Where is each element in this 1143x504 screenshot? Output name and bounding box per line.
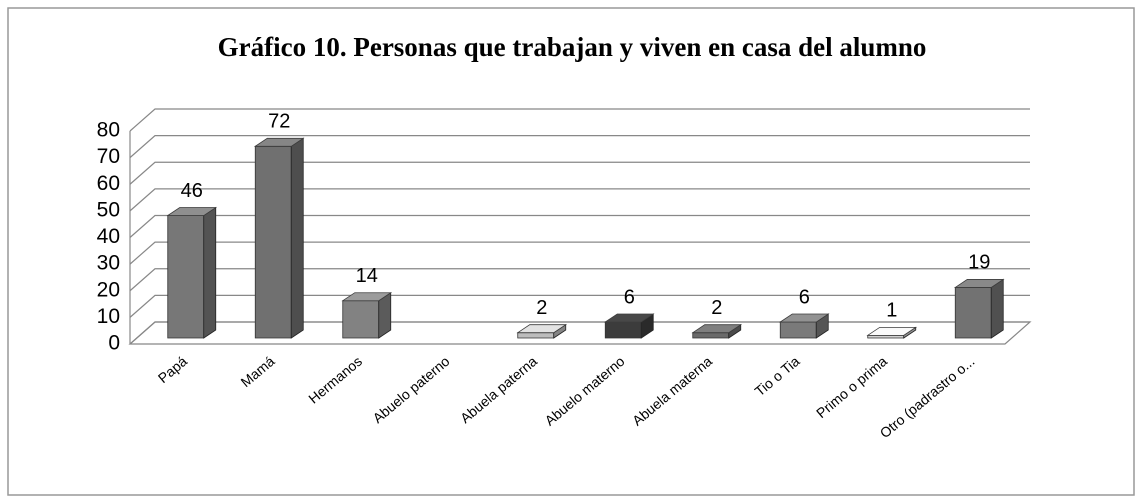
bar-front xyxy=(779,321,817,339)
y-tick-label: 50 xyxy=(97,198,120,221)
value-label: 6 xyxy=(624,286,635,308)
bar xyxy=(341,291,393,339)
grid-line xyxy=(129,135,1030,159)
bar-side xyxy=(990,278,1004,339)
bar-front xyxy=(342,300,380,339)
y-tick-label: 0 xyxy=(108,332,120,355)
bar-front xyxy=(604,321,642,339)
bar-top xyxy=(866,326,918,336)
bar-front xyxy=(692,332,730,339)
bar xyxy=(778,313,830,339)
value-label: 46 xyxy=(181,180,203,202)
value-label: 2 xyxy=(536,297,547,319)
y-tick-label: 30 xyxy=(97,252,120,275)
bar xyxy=(516,323,568,339)
bar xyxy=(166,206,218,339)
grid-line xyxy=(129,108,1030,132)
y-tick-label: 60 xyxy=(97,172,120,195)
value-label: 19 xyxy=(968,252,990,274)
grid-line xyxy=(129,161,1030,185)
bar-side xyxy=(290,137,304,339)
y-tick-label: 20 xyxy=(97,278,120,301)
y-tick-label: 10 xyxy=(97,305,120,328)
y-tick-label: 40 xyxy=(97,225,120,248)
bar-front xyxy=(254,145,292,339)
grid-line xyxy=(129,294,1030,318)
bar-front xyxy=(517,332,555,339)
bar xyxy=(953,278,1005,339)
y-tick-label: 80 xyxy=(97,119,120,142)
bar-top xyxy=(603,313,655,323)
bar-top xyxy=(253,137,305,147)
grid-line xyxy=(129,321,1030,345)
value-label: 1 xyxy=(886,300,897,322)
bar xyxy=(691,323,743,339)
value-label: 14 xyxy=(356,265,378,287)
value-label: 2 xyxy=(711,297,722,319)
bar xyxy=(603,313,655,339)
bar-top xyxy=(691,324,743,334)
bar-top xyxy=(341,292,393,302)
value-label: 72 xyxy=(268,111,290,133)
chart-title: Gráfico 10. Personas que trabajan y vive… xyxy=(218,32,927,62)
grid-line xyxy=(129,188,1030,212)
bar xyxy=(866,326,918,339)
grid-line xyxy=(129,241,1030,265)
bar-top xyxy=(778,313,830,323)
bar-top xyxy=(953,279,1005,288)
grid-line xyxy=(129,214,1030,238)
grid-line xyxy=(129,268,1030,292)
bar-front xyxy=(954,287,992,339)
bar-top xyxy=(166,207,218,216)
bar-front xyxy=(167,215,205,339)
bar xyxy=(253,137,305,339)
bar-top xyxy=(516,324,568,334)
y-tick-label: 70 xyxy=(97,145,120,168)
value-label: 6 xyxy=(799,286,810,308)
bar-side xyxy=(203,206,217,339)
